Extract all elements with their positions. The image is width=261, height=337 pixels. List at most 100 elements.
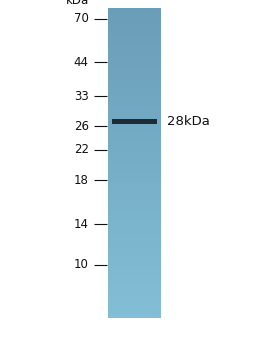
Bar [108,273,161,274]
Bar [108,191,161,192]
Bar [108,206,161,207]
Text: 26: 26 [74,120,89,133]
Bar [108,153,161,154]
Bar [108,315,161,316]
Bar [108,300,161,301]
Bar [108,299,161,300]
Bar [108,88,161,89]
Bar [108,270,161,271]
Bar [108,256,161,257]
Bar [108,80,161,81]
Bar [108,115,161,116]
Bar [108,128,161,129]
Bar [108,97,161,98]
Bar [108,18,161,19]
Bar [108,180,161,181]
Bar [108,140,161,141]
Bar [108,159,161,160]
Bar [108,160,161,161]
Bar [108,246,161,247]
Bar [108,203,161,204]
Bar [108,314,161,315]
Text: kDa: kDa [66,0,89,6]
Bar [108,40,161,41]
Bar [108,313,161,314]
Bar [108,304,161,305]
Bar [108,248,161,249]
Bar [108,164,161,165]
Bar [108,182,161,183]
Bar [108,28,161,29]
Bar [108,14,161,16]
Bar [108,311,161,312]
Bar [108,124,161,125]
Bar [108,37,161,38]
Bar [108,262,161,263]
Bar [108,195,161,196]
Bar [108,109,161,110]
Bar [108,150,161,151]
Bar [108,148,161,149]
Bar [108,50,161,51]
Bar [108,240,161,241]
Bar [108,166,161,167]
Bar [108,35,161,36]
Bar [108,151,161,152]
Bar [108,64,161,65]
Bar [108,217,161,218]
Bar [108,200,161,201]
Bar [108,303,161,304]
Bar [108,134,161,135]
Bar [108,225,161,226]
Bar [108,70,161,71]
Bar [108,75,161,76]
Bar [108,302,161,303]
Bar [108,122,161,123]
Bar [108,34,161,35]
Bar [108,89,161,90]
Bar [108,93,161,94]
Bar [108,54,161,55]
Bar [108,208,161,209]
Bar [108,118,161,119]
Bar [108,244,161,245]
Bar [108,43,161,44]
Bar [108,187,161,188]
Bar [108,186,161,187]
Bar [108,238,161,239]
Bar [108,106,161,108]
Bar [108,274,161,275]
Bar [108,102,161,103]
Bar [108,63,161,64]
Bar [108,172,161,173]
Bar [108,261,161,262]
Bar [108,222,161,223]
Bar [108,24,161,25]
Bar [108,251,161,252]
Bar [108,94,161,95]
Bar [108,211,161,212]
Bar [108,108,161,109]
Bar [108,171,161,172]
Bar [108,83,161,84]
Bar [108,62,161,63]
Bar [108,236,161,237]
Bar [108,213,161,214]
Bar [108,41,161,42]
Bar [108,146,161,147]
Bar [108,42,161,43]
Bar [108,135,161,136]
Bar [108,91,161,92]
Bar [108,79,161,80]
Bar [108,157,161,158]
Bar [108,235,161,236]
Bar [108,47,161,48]
Bar [108,242,161,243]
Bar [108,19,161,20]
Bar [108,269,161,270]
Bar [108,296,161,297]
Text: 33: 33 [74,90,89,102]
Bar [108,283,161,284]
Bar [108,23,161,24]
Bar [108,25,161,26]
